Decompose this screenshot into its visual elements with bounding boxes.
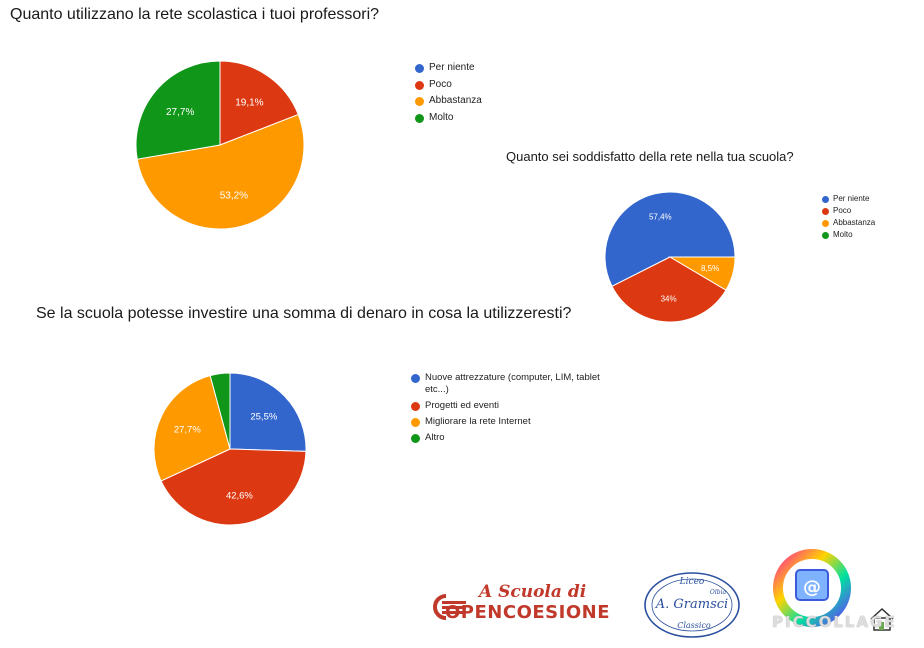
svg-text:Olbia: Olbia <box>710 589 727 596</box>
chart2-slice-label-0: 57,4% <box>649 212 672 221</box>
chart1-legend-item-2: Abbastanza <box>415 95 482 108</box>
chart3-slice-0 <box>229 372 307 452</box>
chart3-slice-label-1: 42,6% <box>226 490 253 501</box>
opencoesione-bottom-text: OPENCOESIONE <box>445 602 610 623</box>
chart3-legend-swatch-icon <box>411 433 420 443</box>
chart3-legend-item-1: Progetti ed eventi <box>411 400 600 412</box>
chart1-slice-3 <box>135 60 221 160</box>
chart1-legend-label: Poco <box>429 78 452 90</box>
chart2-legend-label: Poco <box>833 206 852 215</box>
chart3-legend: Nuove attrezzature (computer, LIM, table… <box>411 372 600 447</box>
chart1-legend-swatch-icon <box>415 64 424 73</box>
svg-text:A. Gramsci: A. Gramsci <box>655 597 728 612</box>
chart3-legend-swatch-icon <box>411 417 420 427</box>
chart3-title: Se la scuola potesse investire una somma… <box>36 305 572 322</box>
chart1-legend-item-3: Molto <box>415 112 482 125</box>
chart3-legend-label: Progetti ed eventi <box>425 399 499 411</box>
chart3-legend-label: Altro <box>425 431 445 443</box>
liceo-seal-icon: Liceo A. Gramsci Olbia Classico <box>644 572 740 638</box>
chart3-slice-3 <box>209 372 231 450</box>
chart1-legend-swatch-icon <box>415 113 424 123</box>
chart1-slice-label-3: 27,7% <box>166 107 194 118</box>
chart2-slice-1 <box>611 256 727 323</box>
opencoesione-top-text: A Scuola di <box>479 582 587 602</box>
opencoesione-logo-icon <box>433 594 466 620</box>
piccollage-logo-icon: @ <box>773 549 851 627</box>
chart1-legend-label: Abbastanza <box>429 95 482 106</box>
svg-text:Liceo: Liceo <box>679 577 705 587</box>
chart2-legend-item-3: Molto <box>822 230 875 240</box>
chart3-legend-swatch-icon <box>411 401 420 411</box>
chart1-slice-label-2: 53,2% <box>220 191 248 202</box>
chart2-legend-swatch-icon <box>822 196 829 203</box>
chart2-legend-item-2: Abbastanza <box>822 218 875 228</box>
chart1-title: Quanto utilizzano la rete scolastica i t… <box>10 6 380 23</box>
chart3-legend-item-3: Altro <box>411 432 600 444</box>
chart1-legend-label: Molto <box>429 111 454 123</box>
chart2-legend-label: Per niente <box>833 194 870 203</box>
chart1-legend-swatch-icon <box>415 80 424 90</box>
chart3-legend-item-0: Nuove attrezzature (computer, LIM, table… <box>411 372 600 396</box>
chart3-slice-label-0: 25,5% <box>250 412 277 423</box>
svg-text:@: @ <box>803 577 821 598</box>
chart2-slice-0 <box>604 191 736 288</box>
house-icon <box>870 607 894 631</box>
chart2-title: Quanto sei soddisfatto della rete nella … <box>506 149 794 164</box>
chart2-legend: Per niente Poco Abbastanza Molto <box>822 194 875 242</box>
chart1-legend: Per niente Poco Abbastanza Molto <box>415 62 482 128</box>
piccollage-text: PICCOLLAGE <box>772 613 897 631</box>
chart2-legend-item-0: Per niente <box>822 194 875 204</box>
chart1-legend-item-0: Per niente <box>415 62 482 75</box>
chart2-legend-swatch-icon <box>822 232 829 239</box>
chart3-legend-label: Migliorare la rete Internet <box>425 415 531 427</box>
chart2-slice-label-2: 8,5% <box>701 264 719 273</box>
chart1-legend-item-1: Poco <box>415 79 482 92</box>
chart2-legend-label: Molto <box>833 230 853 239</box>
chart2-slice-2 <box>668 256 736 291</box>
chart3-legend-swatch-icon <box>411 374 420 383</box>
chart3-slice-1 <box>160 448 307 526</box>
chart2-legend-label: Abbastanza <box>833 218 876 227</box>
chart2-legend-swatch-icon <box>822 208 829 215</box>
opencoesione-logo: A Scuola di OPENCOESIONE <box>445 582 610 623</box>
chart3-legend-item-2: Migliorare la rete Internet <box>411 416 600 428</box>
svg-text:Classico: Classico <box>677 621 711 630</box>
chart1-slice-2 <box>136 113 305 230</box>
chart1-legend-swatch-icon <box>415 97 424 106</box>
chart1-legend-label: Per niente <box>429 62 475 73</box>
chart1-slice-label-1: 19,1% <box>235 98 263 109</box>
chart2-legend-swatch-icon <box>822 220 829 227</box>
chart2-legend-item-1: Poco <box>822 206 875 216</box>
chart1-slice-1 <box>219 60 299 146</box>
chart3-legend-label: Nuove attrezzature (computer, LIM, table… <box>425 372 600 395</box>
chart3-slice-2 <box>153 375 231 482</box>
chart2-slice-label-1: 34% <box>661 294 677 303</box>
chart3-slice-label-2: 27,7% <box>174 424 201 435</box>
